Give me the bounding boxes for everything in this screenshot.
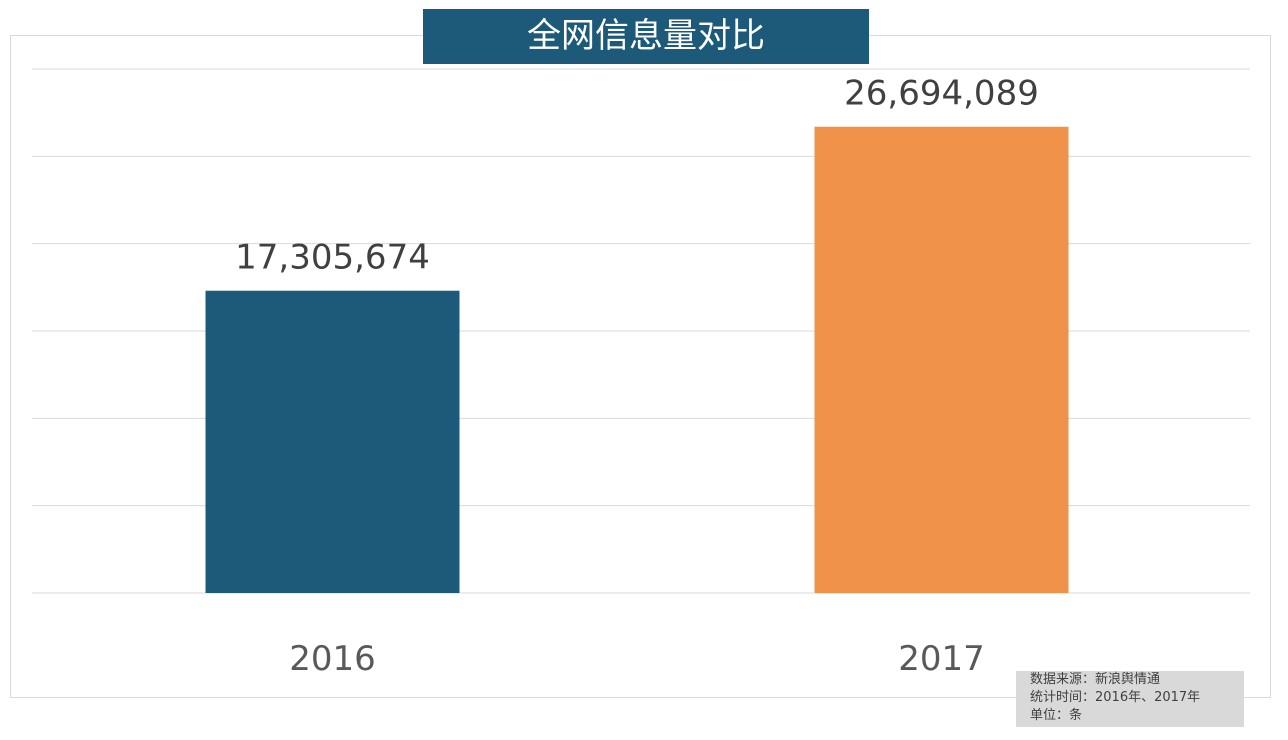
chart-title: 全网信息量对比 <box>423 9 869 64</box>
x-tick-label: 2017 <box>898 639 985 679</box>
source-note: 数据来源：新浪舆情通 统计时间：2016年、2017年 单位：条 <box>1016 671 1244 727</box>
bar-2017 <box>814 126 1069 593</box>
x-tick-label: 2016 <box>289 639 376 679</box>
data-label: 26,694,089 <box>844 74 1039 114</box>
source-text: 数据来源：新浪舆情通 <box>1030 672 1161 687</box>
unit-text: 单位：条 <box>1030 708 1083 723</box>
period-text: 统计时间：2016年、2017年 <box>1030 690 1201 705</box>
bar-2016 <box>205 290 460 593</box>
data-label: 17,305,674 <box>235 238 430 278</box>
